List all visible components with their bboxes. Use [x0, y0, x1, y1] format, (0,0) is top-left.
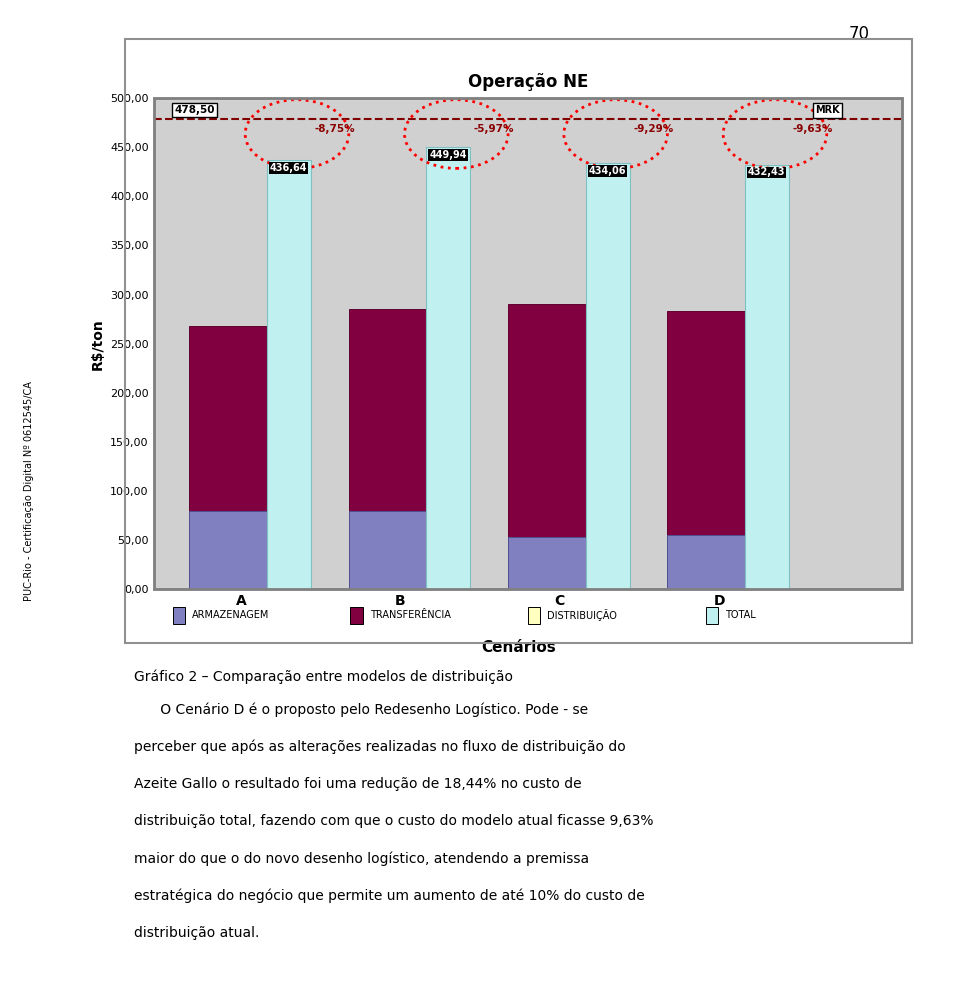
Bar [348, 383, 437, 589]
Text: 436,64: 436,64 [270, 163, 307, 174]
Text: 70: 70 [849, 25, 870, 42]
Text: 434,06: 434,06 [588, 166, 626, 176]
Text: PUC-Rio - Certificação Digital Nº 0612545/CA: PUC-Rio - Certificação Digital Nº 061254… [24, 381, 34, 601]
Title: Operação NE: Operação NE [468, 73, 588, 91]
Text: estratégica do negócio que permite um aumento de até 10% do custo de: estratégica do negócio que permite um au… [134, 889, 645, 903]
Text: DISTRIBUIÇÃO: DISTRIBUIÇÃO [547, 609, 617, 622]
Text: maior do que o do novo desenho logístico, atendendo a premissa: maior do que o do novo desenho logístico… [134, 851, 589, 866]
Text: distribuição atual.: distribuição atual. [134, 926, 260, 940]
Text: -8,75%: -8,75% [315, 124, 355, 135]
Bar [348, 309, 437, 589]
Bar [508, 537, 596, 589]
Bar [667, 311, 755, 589]
Bar [189, 383, 277, 589]
Bar [189, 326, 277, 589]
Y-axis label: R$/ton: R$/ton [90, 318, 105, 369]
Text: MRK: MRK [815, 105, 840, 116]
Text: distribuição total, fazendo com que o custo do modelo atual ficasse 9,63%: distribuição total, fazendo com que o cu… [134, 814, 654, 828]
Text: Cenários: Cenários [481, 640, 556, 655]
Text: -5,97%: -5,97% [474, 124, 515, 135]
Text: 432,43: 432,43 [748, 168, 785, 178]
Bar [154, 98, 902, 589]
Bar [267, 160, 311, 589]
Bar [667, 535, 755, 589]
Text: 449,94: 449,94 [429, 150, 467, 160]
Text: Azeite Gallo o resultado foi uma redução de 18,44% no custo de: Azeite Gallo o resultado foi uma redução… [134, 777, 582, 791]
Text: -9,63%: -9,63% [792, 124, 833, 135]
Bar [508, 304, 596, 589]
Text: TOTAL: TOTAL [725, 610, 756, 621]
Text: TRANSFERÊNCIA: TRANSFERÊNCIA [370, 610, 450, 621]
Bar [586, 163, 630, 589]
Bar [745, 165, 789, 589]
Text: perceber que após as alterações realizadas no fluxo de distribuição do: perceber que após as alterações realizad… [134, 739, 626, 754]
Bar [508, 383, 596, 589]
Bar [348, 511, 437, 589]
Text: 478,50: 478,50 [175, 105, 215, 116]
Text: -9,29%: -9,29% [634, 124, 673, 135]
Text: Gráfico 2 – Comparação entre modelos de distribuição: Gráfico 2 – Comparação entre modelos de … [134, 670, 514, 684]
Bar [189, 511, 277, 589]
Text: ARMAZENAGEM: ARMAZENAGEM [192, 610, 270, 621]
Bar [667, 383, 755, 589]
Bar [426, 147, 470, 589]
Text: O Cenário D é o proposto pelo Redesenho Logístico. Pode - se: O Cenário D é o proposto pelo Redesenho … [134, 702, 588, 717]
